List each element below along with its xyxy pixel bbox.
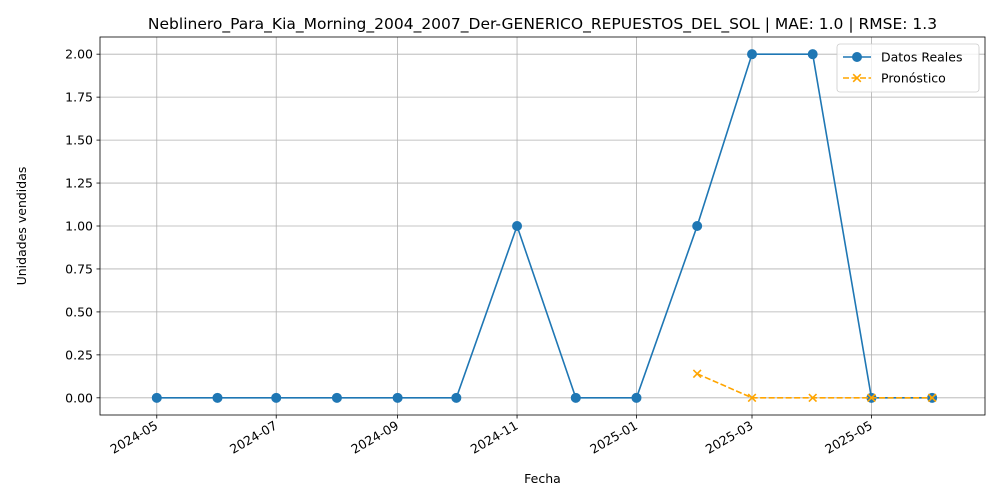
data-point: [151, 392, 162, 403]
data-point: [692, 221, 703, 231]
legend-entry: Pronóstico: [843, 71, 946, 86]
x-axis-label: Fecha: [524, 471, 561, 486]
y-axis-label: Unidades vendidas: [14, 167, 29, 286]
data-point: [271, 392, 282, 403]
y-tick-label: 1.50: [65, 133, 93, 148]
data-point: [692, 369, 702, 379]
ticks: 0.00 0.25 0.50 0.75 1.00 1.25 1.50 1.75 2.00 2024…: [65, 47, 875, 457]
series-0: [151, 49, 938, 403]
grid: [100, 37, 985, 415]
x-tick-label: 2025-05: [822, 418, 875, 457]
y-tick-label: 0.50: [65, 304, 93, 319]
y-tick-label: 2.00: [65, 47, 93, 62]
series-layer: [151, 49, 938, 403]
data-point: [451, 392, 462, 403]
x-tick-label: 2024-09: [348, 418, 401, 457]
legend: Datos Reales Pronóstico: [836, 43, 980, 93]
data-point: [747, 49, 758, 60]
data-point: [631, 392, 642, 403]
legend-marker: [852, 73, 862, 83]
legend-label: Pronóstico: [881, 71, 946, 86]
x-tick-label: 2024-11: [468, 418, 521, 457]
series-line: [696, 373, 933, 399]
data-point: [570, 392, 581, 403]
legend-label: Datos Reales: [881, 50, 962, 65]
y-tick-label: 0.00: [65, 390, 93, 405]
series-line: [156, 53, 933, 399]
data-point: [212, 392, 223, 403]
y-tick-label: 1.75: [65, 90, 93, 105]
y-tick-label: 1.25: [65, 176, 93, 191]
data-point: [331, 392, 342, 403]
legend-entry: Datos Reales: [843, 50, 962, 65]
data-point: [867, 393, 876, 403]
y-tick-label: 0.25: [65, 347, 93, 362]
x-tick-label: 2025-03: [703, 418, 756, 457]
data-point: [807, 49, 818, 60]
y-tick-label: 1.00: [65, 219, 93, 234]
data-point: [392, 392, 403, 403]
data-point: [927, 393, 937, 403]
legend-box: [836, 43, 980, 93]
data-point: [747, 393, 757, 403]
series-1: [692, 369, 937, 403]
y-tick-label: 0.75: [65, 261, 93, 276]
data-point: [512, 221, 523, 231]
x-tick-label: 2025-01: [587, 418, 640, 457]
x-tick-label: 2024-07: [227, 418, 280, 457]
data-point: [808, 393, 818, 403]
x-tick-label: 2024-05: [108, 418, 161, 457]
legend-marker: [852, 52, 862, 62]
chart-title: Neblinero_Para_Kia_Morning_2004_2007_Der…: [148, 15, 937, 34]
